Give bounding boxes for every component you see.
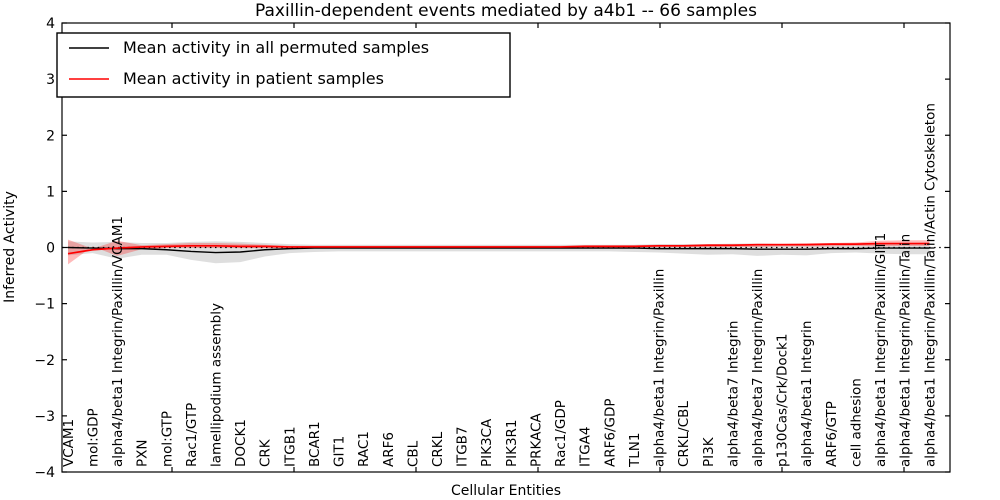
x-tick-label: alpha4/beta1 Integrin/Paxillin [652,269,668,467]
legend-permuted-label: Mean activity in all permuted samples [123,38,429,57]
x-tick-label: CBL [405,440,421,467]
series-lines [67,242,930,255]
x-tick-label: BCAR1 [307,421,323,467]
y-tick-label: 1 [46,184,55,200]
x-tick-label: ARF6 [381,432,397,467]
x-tick-label: alpha4/beta7 Integrin [725,321,741,467]
x-tick-label: CRKL [430,431,446,467]
x-tick-label: PI3K [701,436,717,467]
x-tick-label: CRK [258,438,274,467]
x-tick-label: mol:GTP [159,411,175,467]
y-tick-label: 0 [46,241,55,257]
x-tick-label: GIT1 [332,436,348,467]
y-tick-label: 4 [46,16,55,32]
chart-title: Paxillin-dependent events mediated by a4… [255,1,757,21]
x-tick-label: RAC1 [356,431,372,467]
y-axis-label: Inferred Activity [2,191,18,303]
axis-ticks [62,22,950,473]
legend: Mean activity in all permuted samples Me… [56,32,511,98]
x-tick-label: PXN [135,440,151,468]
x-tick-label: lamellipodium assembly [208,303,224,467]
y-tick-labels: 4 3 2 1 0 −1 −2 −3 −4 [34,16,55,481]
x-tick-label: alpha4/beta1 Integrin/Paxillin/VCAM1 [110,216,126,467]
y-tick-label: −4 [34,465,55,481]
x-tick-label: alpha4/beta1 Integrin/Paxillin/GIT1 [873,233,889,467]
x-tick-label: DOCK1 [233,419,249,467]
x-tick-label: ITGA4 [578,426,594,467]
x-tick-label: ARF6/GDP [602,398,618,467]
x-tick-label: TLN1 [627,433,643,468]
x-tick-label: alpha4/beta1 Integrin/Paxillin/Talin [898,234,914,467]
x-tick-label: Rac1/GDP [553,400,569,467]
x-tick-label: PIK3R1 [504,419,520,467]
patient-mean-line [67,242,930,255]
legend-patient-label: Mean activity in patient samples [123,69,384,88]
x-tick-label: CRKL/CBL [676,401,692,467]
y-tick-label: −3 [34,409,55,425]
x-tick-label: alpha4/beta1 Integrin/Paxillin/Talin/Act… [922,103,938,467]
x-tick-label: ITGB7 [455,426,471,467]
permuted-mean-line [67,246,930,254]
x-tick-label: Rac1/GTP [184,403,200,467]
y-tick-label: 2 [46,128,55,144]
x-tick-label: ITGB1 [282,426,298,467]
x-tick-labels: VCAM1 mol:GDP alpha4/beta1 Integrin/Paxill… [61,103,938,468]
x-axis-label: Cellular Entities [451,483,561,499]
y-tick-label: −2 [34,353,55,369]
x-tick-label: PIK3CA [479,418,495,467]
x-tick-label: alpha4/beta7 Integrin/Paxillin [750,269,766,467]
y-tick-label: 3 [46,72,55,88]
x-tick-label: PRKACA [528,412,544,467]
x-tick-label: ARF6/GTP [824,401,840,467]
x-tick-label: VCAM1 [61,419,77,467]
x-tick-label: p130Cas/Crk/Dock1 [775,334,791,467]
x-tick-label: cell adhesion [848,378,864,467]
x-tick-label: alpha4/beta1 Integrin [799,321,815,467]
x-tick-label: mol:GDP [85,408,101,467]
legend-box [56,32,511,98]
y-tick-label: −1 [34,297,55,313]
